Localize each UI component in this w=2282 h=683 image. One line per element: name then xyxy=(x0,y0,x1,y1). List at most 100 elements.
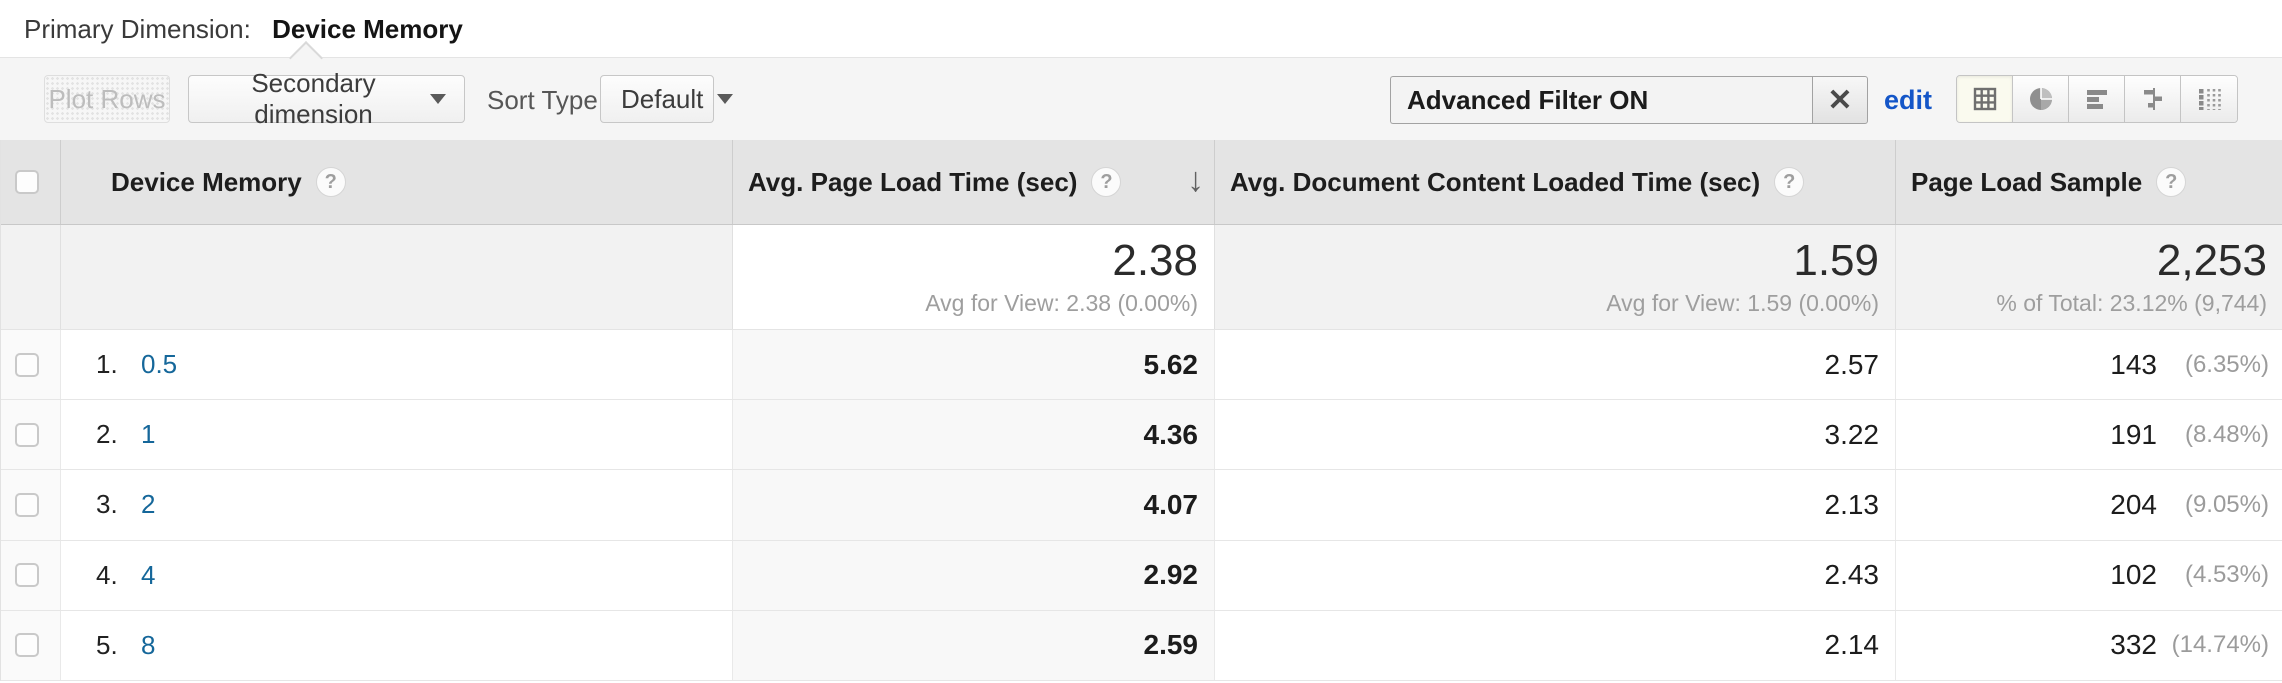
dimension-link[interactable]: 8 xyxy=(141,629,156,660)
column-label: Avg. Document Content Loaded Time (sec) xyxy=(1230,166,1761,197)
sample-value: 143 xyxy=(2110,348,2157,380)
avg-dcl-time-cell: 2.43 xyxy=(1215,540,1896,610)
column-header-page-load-sample[interactable]: Page Load Sample xyxy=(1896,140,2282,224)
summary-avg-dcl-time: 1.59 Avg for View: 1.59 (0.00%) xyxy=(1215,225,1896,329)
row-rank: 2. xyxy=(96,419,118,450)
bar-chart-icon xyxy=(2086,90,2107,109)
select-all-cell xyxy=(1,140,61,224)
summary-dimension-cell xyxy=(61,225,733,329)
data-table-view-button[interactable] xyxy=(1957,76,2013,122)
page-load-sample-cell: 143 (6.35%) xyxy=(1896,330,2282,399)
avg-dcl-time-cell: 2.13 xyxy=(1215,470,1896,540)
row-checkbox-cell xyxy=(1,330,61,400)
summary-avg-page-load-time: 2.38 Avg for View: 2.38 (0.00%) xyxy=(733,225,1215,329)
sample-value: 204 xyxy=(2110,488,2157,520)
sample-percent: (14.74%) xyxy=(2171,631,2269,659)
avg-page-load-time-cell: 2.92 xyxy=(733,540,1215,610)
row-rank: 1. xyxy=(96,349,118,380)
report-toolbar: Plot Rows Secondary dimension Sort Type:… xyxy=(0,57,2282,140)
primary-dimension-label: Primary Dimension: xyxy=(24,14,251,44)
advanced-filter-chip: Advanced Filter ON ✕ xyxy=(1390,76,1868,124)
column-header-avg-page-load-time[interactable]: Avg. Page Load Time (sec) xyxy=(733,140,1215,224)
summary-note: Avg for View: 1.59 (0.00%) xyxy=(1606,290,1879,316)
avg-dcl-time-cell: 3.22 xyxy=(1215,400,1896,470)
report-table: Device Memory Avg. Page Load Time (sec) … xyxy=(0,140,2282,681)
chevron-down-icon xyxy=(430,94,446,104)
sample-value: 191 xyxy=(2110,418,2157,450)
primary-dimension-tab-device-memory[interactable]: Device Memory xyxy=(272,14,463,44)
table-summary-row: 2.38 Avg for View: 2.38 (0.00%) 1.59 Avg… xyxy=(1,225,2282,330)
page-load-sample-cell: 332 (14.74%) xyxy=(1896,611,2282,680)
summary-page-load-sample: 2,253 % of Total: 23.12% (9,744) xyxy=(1896,225,2282,329)
pie-chart-icon xyxy=(2029,88,2052,110)
row-checkbox-cell xyxy=(1,400,61,470)
column-header-device-memory[interactable]: Device Memory xyxy=(61,140,733,224)
edit-filter-link[interactable]: edit xyxy=(1883,85,1932,115)
primary-dimension-bar: Primary Dimension: Device Memory xyxy=(0,0,2282,57)
secondary-dimension-label: Secondary dimension xyxy=(251,68,376,129)
row-checkbox[interactable] xyxy=(15,492,39,517)
page-load-sample-cell: 191 (8.48%) xyxy=(1896,400,2282,469)
row-dimension-cell: 3. 2 xyxy=(61,470,733,540)
column-label: Page Load Sample xyxy=(1911,166,2143,197)
avg-dcl-time-cell: 2.14 xyxy=(1215,610,1896,680)
dimension-link[interactable]: 2 xyxy=(141,489,156,520)
remove-filter-button[interactable]: ✕ xyxy=(1812,76,1868,124)
secondary-dimension-dropdown[interactable]: Secondary dimension xyxy=(188,68,465,129)
percentage-view-button[interactable] xyxy=(2013,76,2069,122)
sort-type-label: Sort Type: xyxy=(487,85,606,115)
page-load-sample-cell: 102 (4.53%) xyxy=(1896,541,2282,610)
column-header-avg-dcl-time[interactable]: Avg. Document Content Loaded Time (sec) xyxy=(1215,140,1896,224)
help-icon[interactable] xyxy=(2156,167,2187,197)
dimension-link[interactable]: 1 xyxy=(141,419,156,450)
pivot-view-button[interactable] xyxy=(2181,76,2237,122)
sample-percent: (4.53%) xyxy=(2184,561,2269,589)
row-checkbox[interactable] xyxy=(15,422,39,447)
row-checkbox[interactable] xyxy=(15,352,39,377)
dimension-link[interactable]: 0.5 xyxy=(141,349,178,380)
sort-type-value: Default xyxy=(621,83,704,114)
row-dimension-cell: 1. 0.5 xyxy=(61,330,733,400)
summary-note: Avg for View: 2.38 (0.00%) xyxy=(925,290,1198,316)
comparison-icon xyxy=(2143,88,2162,110)
advanced-filter-status: Advanced Filter ON xyxy=(1390,76,1812,124)
page-load-sample-cell: 204 (9.05%) xyxy=(1896,470,2282,539)
summary-value: 2,253 xyxy=(2156,236,2267,285)
comparison-view-button[interactable] xyxy=(2125,76,2181,122)
column-label: Device Memory xyxy=(111,166,302,197)
avg-page-load-time-cell: 2.59 xyxy=(733,610,1215,680)
sort-descending-icon[interactable] xyxy=(1187,161,1204,200)
row-checkbox-cell xyxy=(1,470,61,540)
data-table-icon xyxy=(1973,87,1996,111)
plot-rows-button[interactable]: Plot Rows xyxy=(44,75,170,123)
sample-value: 332 xyxy=(2110,629,2157,661)
sample-percent: (9.05%) xyxy=(2184,490,2269,518)
chevron-down-icon xyxy=(717,94,734,104)
avg-page-load-time-cell: 4.36 xyxy=(733,400,1215,470)
row-rank: 4. xyxy=(96,559,118,590)
avg-dcl-time-cell: 2.57 xyxy=(1215,330,1896,400)
dimension-link[interactable]: 4 xyxy=(141,559,156,590)
view-switcher xyxy=(1956,75,2238,123)
row-checkbox[interactable] xyxy=(15,633,39,658)
table-row: 1. 0.5 5.62 2.57 143 (6.35%) xyxy=(1,330,2282,401)
sort-type-dropdown[interactable]: Default xyxy=(600,75,734,123)
summary-value: 1.59 xyxy=(1793,236,1879,285)
sample-percent: (6.35%) xyxy=(2184,350,2269,378)
table-body: 1. 0.5 5.62 2.57 143 (6.35%) 2. 1 4.36 3… xyxy=(1,330,2282,681)
help-icon[interactable] xyxy=(1091,167,1122,197)
row-dimension-cell: 4. 4 xyxy=(61,540,733,610)
table-row: 4. 4 2.92 2.43 102 (4.53%) xyxy=(1,540,2282,611)
performance-view-button[interactable] xyxy=(2069,76,2125,122)
help-icon[interactable] xyxy=(315,167,346,197)
pivot-icon xyxy=(2199,89,2221,110)
column-label: Avg. Page Load Time (sec) xyxy=(748,166,1078,197)
select-all-checkbox[interactable] xyxy=(15,170,39,194)
summary-value: 2.38 xyxy=(1112,236,1198,285)
avg-page-load-time-cell: 4.07 xyxy=(733,470,1215,540)
row-rank: 3. xyxy=(96,489,118,520)
row-checkbox[interactable] xyxy=(15,563,39,588)
help-icon[interactable] xyxy=(1774,167,1805,197)
sample-percent: (8.48%) xyxy=(2184,420,2269,448)
